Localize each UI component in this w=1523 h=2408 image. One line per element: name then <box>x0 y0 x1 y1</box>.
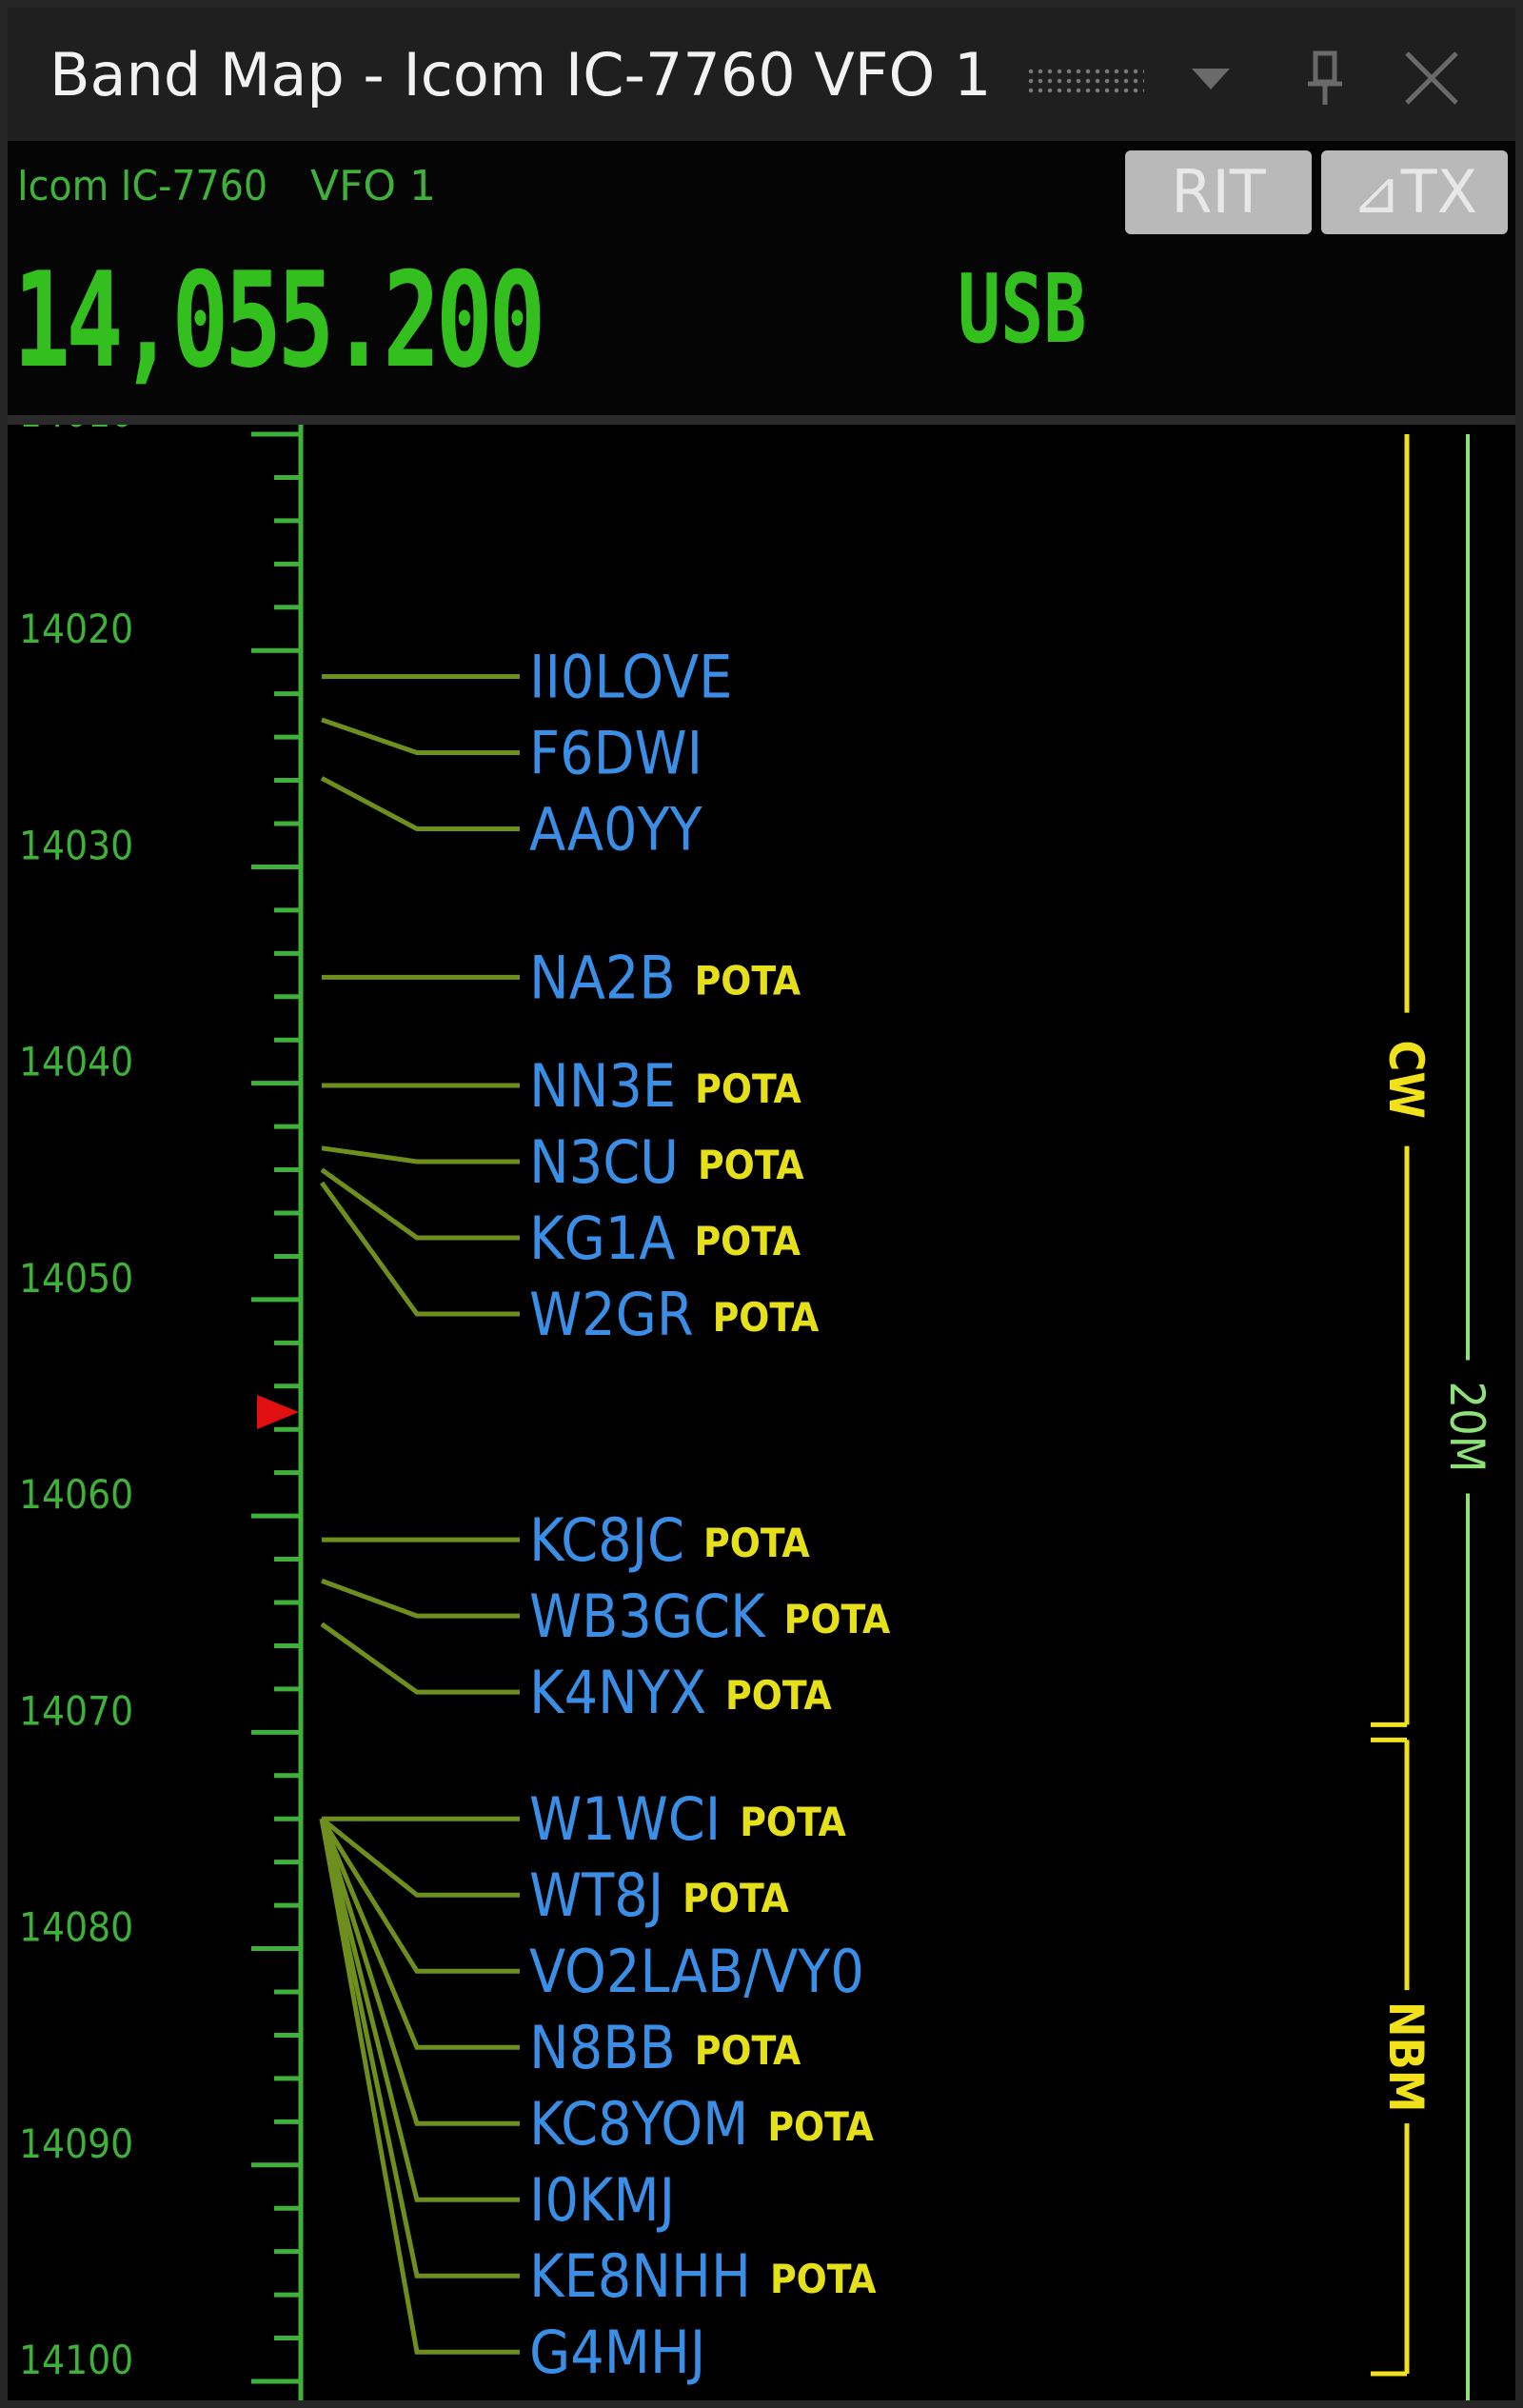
spot-callsign[interactable]: W2GR <box>529 1280 694 1349</box>
spot-callsign[interactable]: F6DWI <box>529 718 702 787</box>
band-map-scale[interactable]: 14010 14020 14030 14040 14050 14060 14070 14080… <box>8 425 1515 2408</box>
close-icon[interactable] <box>1397 44 1466 112</box>
band-map-area[interactable]: 14010 14020 14030 14040 14050 14060 14070 14080… <box>8 425 1515 2408</box>
spot-callsign[interactable]: VO2LAB/VY0 <box>529 1937 864 2006</box>
spot-callsign[interactable]: AA0YY <box>529 794 703 864</box>
spot-leader-line <box>319 1817 520 1974</box>
spot-callsign[interactable]: I0KMJ <box>529 2165 675 2235</box>
spot-leader-line <box>320 1817 520 1898</box>
radio-name: Icom IC-7760 <box>17 162 268 210</box>
spot-tag-badge: POTA <box>725 1672 832 1719</box>
spot-leader-line <box>321 1145 520 1164</box>
spot-callsign[interactable]: KC8YOM <box>529 2089 748 2159</box>
tick-label-14070: 14070 <box>19 1687 133 1734</box>
spot-leader-line <box>319 1818 520 2355</box>
spot-callsign[interactable]: N3CU <box>529 1127 679 1197</box>
spot-leader-line <box>319 1818 520 2202</box>
spot-callsign[interactable]: NN3E <box>529 1051 676 1121</box>
spot-tag-badge: POTA <box>784 1596 891 1642</box>
spot-leader-line <box>319 1818 520 2279</box>
spot-leader-line <box>320 1622 520 1695</box>
spot-leader-line <box>320 776 520 831</box>
spot-leader-line <box>319 1181 520 1317</box>
spot-callsign[interactable]: WB3GCK <box>529 1582 766 1651</box>
spot-leader-line <box>319 1818 520 2050</box>
tick-label-14010: 14010 <box>19 425 133 436</box>
header-divider <box>8 415 1515 425</box>
delta-tx-button[interactable]: ⊿TX <box>1321 150 1508 234</box>
vfo-frequency: 14,055.200 <box>13 244 545 397</box>
vfo-marker-icon <box>257 1395 299 1430</box>
spot-tag-badge: POTA <box>698 1142 804 1188</box>
spot-callsign[interactable]: KE8NHH <box>529 2241 751 2311</box>
pin-icon[interactable] <box>1291 44 1359 112</box>
vfo-header: Icom IC-7760 VFO 1 14,055.200 USB RIT ⊿T… <box>8 141 1515 415</box>
spot-tag-badge: POTA <box>703 1520 810 1566</box>
segment-label-nbm: NBM <box>1378 2001 1434 2113</box>
spot-tag-badge: POTA <box>695 1065 801 1112</box>
window-title: Band Map - Icom IC-7760 VFO 1 <box>49 40 992 109</box>
vfo-name: VFO 1 <box>310 162 437 210</box>
spot-callsign[interactable]: N8BB <box>529 2013 676 2082</box>
spot-callsign[interactable]: WT8J <box>529 1861 663 1930</box>
spot-callsign[interactable]: W1WCI <box>529 1784 721 1854</box>
spot-tag-badge: POTA <box>770 2256 877 2302</box>
spot-tag-badge: POTA <box>767 2103 874 2150</box>
segment-label-cw: CW <box>1378 1040 1434 1119</box>
chevron-down-icon[interactable] <box>1177 44 1245 112</box>
tick-label-14060: 14060 <box>19 1471 133 1518</box>
operating-mode: USB <box>958 253 1087 365</box>
spot-leader-line <box>321 1578 520 1619</box>
spot-callsign[interactable]: NA2B <box>529 943 676 1012</box>
tick-label-14100: 14100 <box>19 2337 133 2383</box>
spot-callsign[interactable]: G4MHJ <box>529 2318 705 2387</box>
tick-label-14090: 14090 <box>19 2120 133 2167</box>
title-bar[interactable]: Band Map - Icom IC-7760 VFO 1 <box>8 8 1515 141</box>
spot-tag-badge: POTA <box>695 2027 801 2074</box>
spot-leader-line <box>320 1167 520 1241</box>
spot-tag-badge: POTA <box>694 1218 801 1264</box>
band-label: 20M <box>1439 1381 1494 1472</box>
tick-label-14040: 14040 <box>19 1039 133 1085</box>
spot-tag-badge: POTA <box>740 1799 846 1845</box>
rit-button[interactable]: RIT <box>1125 150 1312 234</box>
spot-callsign[interactable]: KG1A <box>529 1204 675 1273</box>
spot-callsign[interactable]: II0LOVE <box>529 642 732 711</box>
spot-leader-line <box>321 717 520 755</box>
spot-leader-line <box>319 1818 520 2126</box>
tick-label-14030: 14030 <box>19 822 133 868</box>
spot-tag-badge: POTA <box>713 1294 820 1341</box>
spot-callsign[interactable]: KC8JC <box>529 1505 684 1575</box>
spot-callsign[interactable]: K4NYX <box>529 1658 706 1727</box>
spot-tag-badge: POTA <box>682 1875 789 1921</box>
spot-tag-badge: POTA <box>695 957 801 1004</box>
tick-label-14080: 14080 <box>19 1904 133 1951</box>
tick-label-14050: 14050 <box>19 1255 133 1302</box>
drag-grip-icon[interactable] <box>1026 67 1144 95</box>
tick-label-14020: 14020 <box>19 606 133 652</box>
